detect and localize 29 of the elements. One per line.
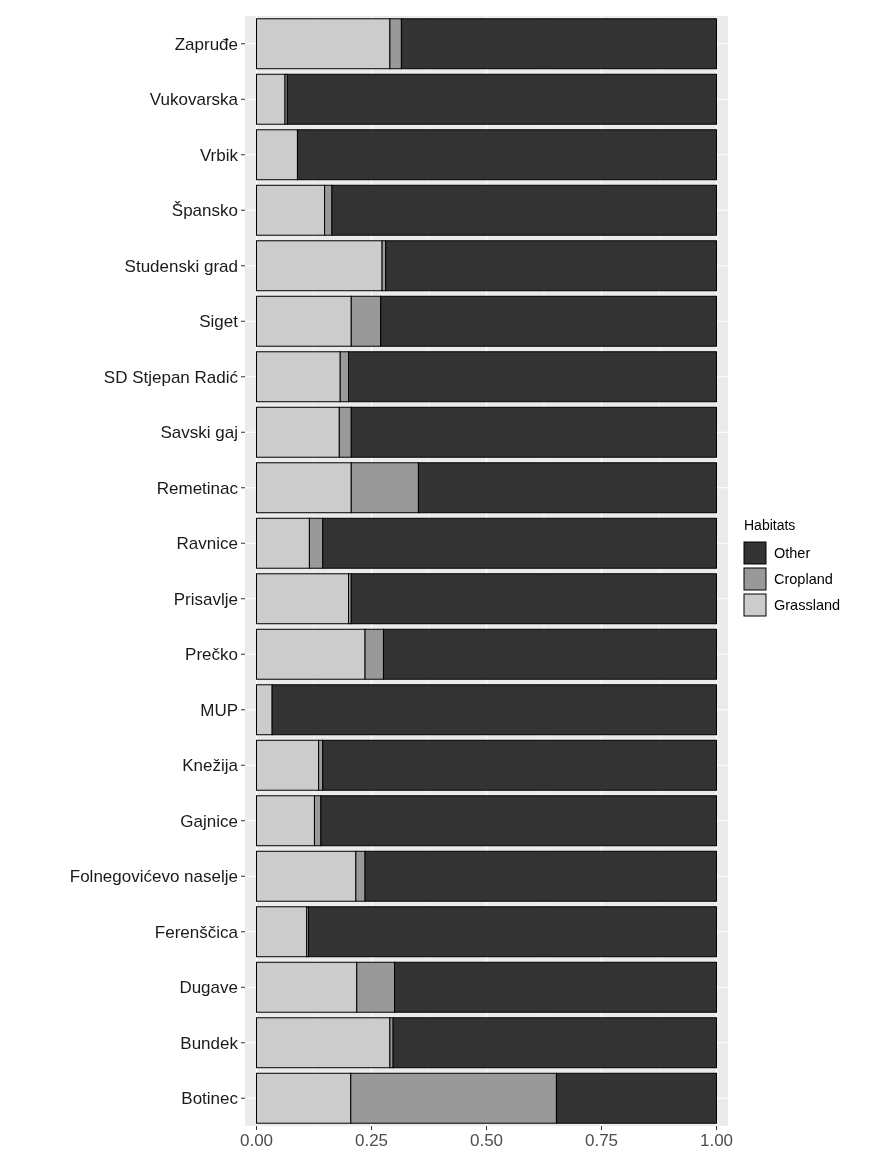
y-tick-label: Knežija	[182, 756, 239, 776]
y-tick-label: Savski gaj	[160, 423, 238, 443]
legend-label: Other	[774, 545, 811, 561]
x-tick-label: 1.00	[699, 1131, 734, 1150]
y-tick-label: Siget	[199, 312, 239, 332]
y-tick-label: MUP	[200, 700, 238, 720]
y-tick-label: Prečko	[185, 645, 238, 665]
y-tick-label: Zapruđe	[174, 34, 238, 54]
y-tick-label: SD Stjepan Radić	[103, 367, 239, 387]
x-tick-label: 0.00	[239, 1131, 274, 1150]
y-tick-label: Studenski grad	[124, 256, 238, 276]
y-tick-label: Vrbik	[199, 145, 239, 165]
y-tick-label: Vukovarska	[149, 90, 239, 110]
y-tick-label: Remetinac	[156, 478, 239, 498]
y-tick-label: Dugave	[179, 978, 238, 998]
x-tick-label: 0.25	[354, 1131, 389, 1150]
y-tick-label: Bundek	[180, 1033, 239, 1053]
legend-label: Grassland	[774, 597, 841, 613]
x-tick-label: 0.50	[469, 1131, 504, 1150]
y-tick-label: Folnegovićevo naselje	[69, 867, 238, 887]
y-tick-label: Špansko	[171, 201, 238, 221]
y-tick-label: Ravnice	[176, 534, 238, 554]
y-tick-label: Botinec	[181, 1089, 239, 1109]
x-tick-label: 0.75	[584, 1131, 619, 1150]
y-tick-label: Prisavlje	[173, 589, 238, 609]
y-tick-label: Gajnice	[180, 811, 238, 831]
y-tick-label: Ferenščica	[154, 922, 239, 942]
legend-title: Habitats	[744, 517, 796, 533]
legend-label: Cropland	[774, 571, 833, 587]
